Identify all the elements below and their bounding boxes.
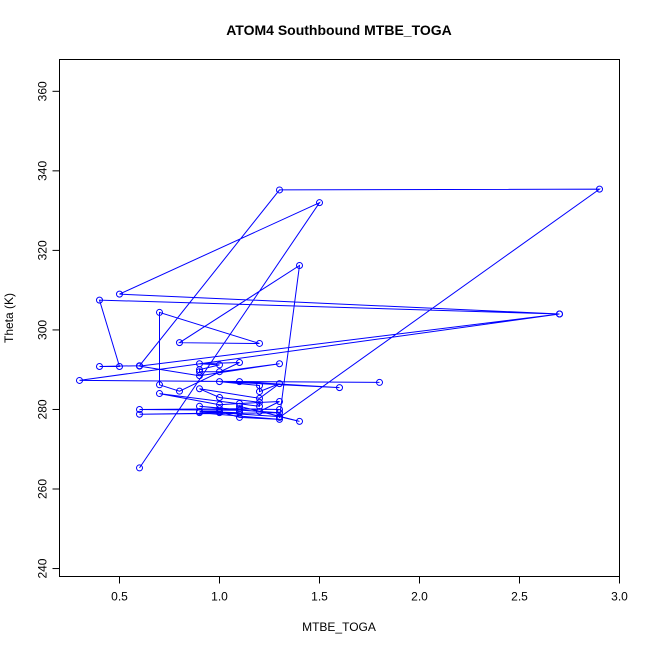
data-point: [256, 394, 263, 402]
data-point: [256, 339, 263, 347]
data-point: [556, 310, 563, 318]
data-point: [136, 464, 143, 472]
x-tick-label: 1.0: [211, 590, 228, 604]
data-point: [116, 290, 123, 298]
data-point: [236, 378, 243, 386]
data-point: [136, 405, 143, 413]
data-point: [596, 185, 603, 193]
x-tick-label: 2.0: [411, 590, 428, 604]
data-point: [216, 368, 223, 376]
data-point: [276, 360, 283, 368]
data-point: [136, 410, 143, 418]
data-point: [256, 402, 263, 410]
data-point: [176, 387, 183, 395]
data-point: [336, 384, 343, 392]
data-point: [256, 407, 263, 415]
data-point: [156, 381, 163, 389]
y-tick-label: 240: [36, 558, 50, 578]
data-point: [196, 368, 203, 376]
data-point: [276, 415, 283, 423]
y-tick-label: 260: [36, 479, 50, 499]
data-point: [156, 308, 163, 316]
data-point: [156, 390, 163, 398]
y-tick-label: 280: [36, 399, 50, 419]
data-point: [376, 378, 383, 386]
data-point: [216, 405, 223, 413]
data-point: [276, 409, 283, 417]
y-axis: 240 260 280 300 320 340 360: [36, 81, 60, 579]
plot-frame: [59, 59, 620, 577]
data-point: [296, 262, 303, 270]
x-axis: 0.5 1.0 1.5 2.0 2.5 3.0: [111, 576, 628, 604]
data-point: [236, 413, 243, 421]
data-point: [216, 378, 223, 386]
data-point: [276, 398, 283, 406]
data-point: [256, 398, 263, 406]
data-point: [196, 409, 203, 417]
data-point: [196, 385, 203, 393]
data-point: [256, 388, 263, 396]
series-group: [76, 185, 603, 472]
data-point: [276, 186, 283, 194]
data-point: [216, 401, 223, 409]
y-tick-label: 360: [36, 81, 50, 101]
data-point: [276, 405, 283, 413]
data-point: [216, 361, 223, 369]
data-point: [276, 413, 283, 421]
x-tick-label: 1.5: [311, 590, 328, 604]
data-point: [116, 363, 123, 371]
data-point: [236, 402, 243, 410]
y-tick-label: 320: [36, 240, 50, 260]
data-point: [236, 359, 243, 367]
data-point: [276, 380, 283, 388]
x-tick-label: 3.0: [611, 590, 628, 604]
data-point: [216, 409, 223, 417]
data-point: [316, 199, 323, 207]
data-point: [216, 394, 223, 402]
data-point: [296, 417, 303, 425]
chart-title: ATOM4 Southbound MTBE_TOGA: [226, 22, 452, 38]
series-line: [79, 188, 602, 469]
data-point: [196, 372, 203, 380]
x-tick-label: 2.5: [511, 590, 528, 604]
data-point: [136, 362, 143, 370]
x-tick-label: 0.5: [111, 590, 128, 604]
data-point: [236, 400, 243, 408]
data-point: [236, 405, 243, 413]
data-point: [96, 363, 103, 371]
y-tick-label: 300: [36, 320, 50, 340]
data-point: [96, 296, 103, 304]
y-tick-label: 340: [36, 161, 50, 181]
data-point: [176, 339, 183, 347]
y-axis-label: Theta (K): [2, 293, 16, 343]
x-axis-label: MTBE_TOGA: [302, 620, 376, 634]
data-point: [76, 376, 83, 384]
